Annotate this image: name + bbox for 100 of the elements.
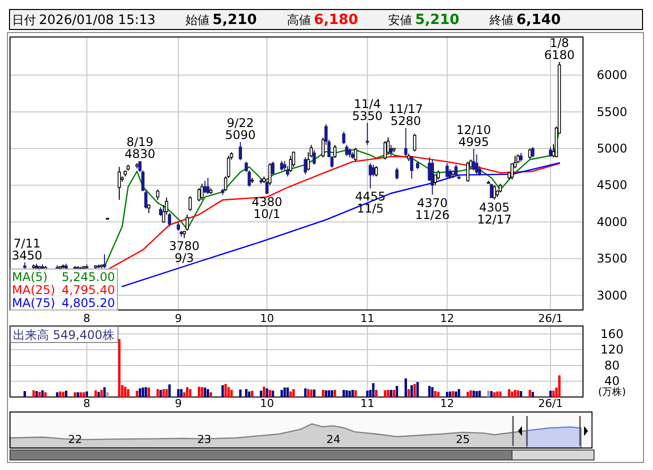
bar xyxy=(59,391,62,397)
bar xyxy=(64,390,68,397)
bar xyxy=(126,389,130,397)
bar xyxy=(428,386,431,397)
candlestick xyxy=(368,162,372,190)
y-tick-label: 3500 xyxy=(596,252,628,266)
bar xyxy=(162,389,165,397)
bar xyxy=(245,389,248,397)
bar xyxy=(470,390,472,397)
line-series xyxy=(122,162,560,288)
bar xyxy=(437,392,440,397)
candlestick xyxy=(428,156,432,182)
candlestick xyxy=(354,147,358,162)
x-tick-label: 9 xyxy=(174,397,182,410)
annotation: 12/10 4995 xyxy=(456,122,492,149)
bar xyxy=(76,392,80,397)
bar xyxy=(248,391,250,397)
y-tick-label: 5000 xyxy=(596,142,628,156)
y-tick-label: 4000 xyxy=(596,214,628,229)
candlestick xyxy=(446,162,449,178)
x-tick-label: 11 xyxy=(360,312,374,325)
annotation: 7/11 3450 xyxy=(12,236,42,262)
y-tick-label: 6000 xyxy=(596,68,628,82)
annotation: 11/17 5280 xyxy=(388,102,424,128)
bar xyxy=(286,388,289,397)
annotation: 8/19 4830 xyxy=(124,135,156,162)
text: 終値 6,140 xyxy=(488,12,561,28)
bar xyxy=(354,390,357,397)
bar xyxy=(499,391,502,397)
candlestick xyxy=(434,174,437,186)
y-tick-label: 120 xyxy=(600,342,624,357)
x-tick-label: 9 xyxy=(174,312,182,325)
bar xyxy=(100,390,103,397)
bar xyxy=(346,390,348,397)
bar xyxy=(186,387,188,397)
annotation: 3780 9/3 xyxy=(168,239,200,266)
x-tick-label: 24 xyxy=(326,433,340,446)
bar xyxy=(304,388,307,397)
x-tick-label: 8 xyxy=(83,397,90,410)
bar xyxy=(510,391,514,397)
bar xyxy=(558,375,561,397)
bar xyxy=(372,383,374,397)
bar xyxy=(159,390,162,397)
candlestick xyxy=(389,144,393,156)
text: 安値 5,210 xyxy=(388,12,460,28)
candlestick xyxy=(454,164,458,177)
bar xyxy=(148,388,150,397)
bar xyxy=(118,339,120,397)
candlestick xyxy=(268,162,272,186)
bar xyxy=(177,389,180,397)
bar xyxy=(532,392,534,397)
bar xyxy=(342,390,345,397)
bar xyxy=(188,389,192,397)
x-tick-label: 22 xyxy=(68,433,82,446)
bar xyxy=(413,384,416,397)
bar xyxy=(35,391,38,397)
annotation: 1/8 6180 xyxy=(544,36,575,62)
x-tick-label: 26/1 xyxy=(538,397,563,410)
candlestick xyxy=(531,146,534,158)
bar xyxy=(210,392,212,397)
x-tick-label: 23 xyxy=(197,433,212,446)
candlestick xyxy=(306,152,310,172)
annotation: 4455 11/5 xyxy=(355,190,386,216)
bar xyxy=(508,389,510,397)
x-tick-label: 12 xyxy=(440,397,454,410)
y-tick-label: 160 xyxy=(600,326,624,341)
bar xyxy=(386,390,390,397)
x-tick-label: 10 xyxy=(260,312,274,325)
candlestick xyxy=(280,160,284,172)
annotation: 11/4 5350 xyxy=(352,96,383,123)
bar xyxy=(24,391,26,397)
bar xyxy=(97,392,100,397)
bar xyxy=(431,387,434,397)
bar xyxy=(514,390,516,397)
bar xyxy=(289,391,292,397)
bar xyxy=(221,385,224,397)
bar xyxy=(144,387,148,397)
bar xyxy=(408,389,410,397)
annotation: 4380 10/1 xyxy=(252,195,282,222)
bar xyxy=(396,386,398,397)
bar xyxy=(239,390,242,397)
candlestick xyxy=(413,133,416,152)
bar xyxy=(260,390,262,397)
bar xyxy=(32,390,35,397)
bar xyxy=(334,390,336,397)
bar xyxy=(94,390,97,397)
candlestick xyxy=(312,150,316,166)
bar xyxy=(124,386,126,397)
bar xyxy=(268,390,272,397)
candlestick xyxy=(345,144,348,156)
bar xyxy=(156,389,159,397)
candlestick xyxy=(271,161,274,176)
chart-title: 出来高 549,400株 xyxy=(13,328,114,342)
bar xyxy=(224,384,227,397)
candlestick xyxy=(490,183,494,198)
bar xyxy=(475,391,478,397)
y-tick-label: 80 xyxy=(604,358,620,372)
x-tick-label: 10 xyxy=(260,397,274,410)
candlestick xyxy=(188,196,192,212)
x-tick-label: 26/1 xyxy=(538,312,563,325)
